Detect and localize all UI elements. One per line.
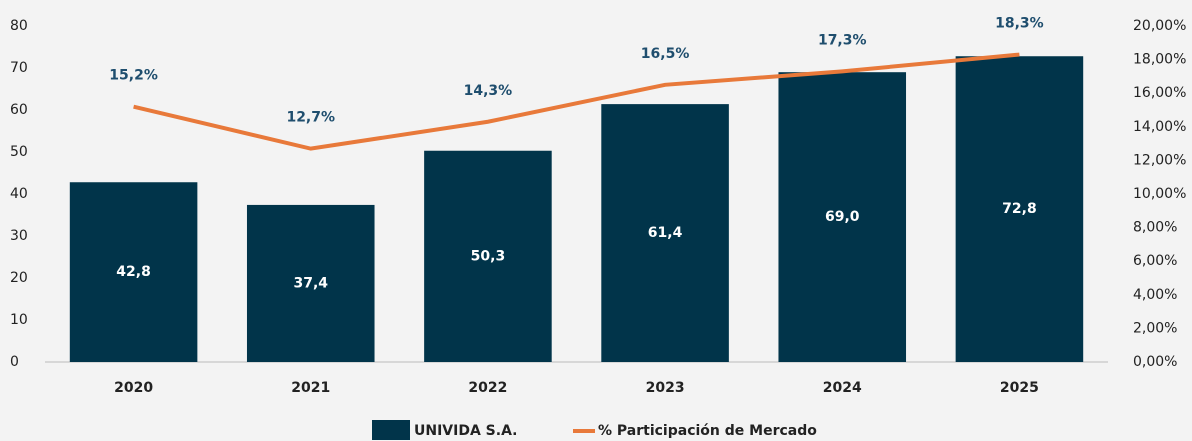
y-tick-label: 20	[10, 270, 28, 286]
bar	[424, 150, 552, 362]
y2-tick-label: 8,00%	[1133, 220, 1177, 236]
x-tick-label: 2024	[823, 380, 862, 396]
y2-tick-label: 10,00%	[1133, 186, 1186, 202]
y2-tick-label: 12,00%	[1133, 152, 1186, 168]
bar	[955, 56, 1084, 363]
y-tick-label: 80	[10, 18, 28, 34]
y-tick-label: 50	[10, 144, 28, 160]
x-tick-label: 2025	[1000, 380, 1039, 396]
line	[133, 52, 1020, 151]
line-value-label: 16,5%	[641, 46, 690, 62]
legend-label: % Participación de Mercado	[598, 423, 817, 439]
y-tick-label: 0	[10, 354, 19, 370]
x-tick-label: 2023	[646, 380, 685, 396]
bar	[778, 72, 907, 362]
bar-value-label: 61,4	[648, 225, 683, 241]
y2-tick-label: 14,00%	[1133, 119, 1186, 135]
y-tick-label: 40	[10, 186, 28, 202]
x-tick-label: 2021	[291, 380, 330, 396]
line-value-label: 14,3%	[464, 83, 513, 99]
legend-swatch	[372, 420, 410, 440]
bar-value-label: 69,0	[825, 209, 860, 225]
bar	[69, 182, 198, 362]
y2-tick-label: 2,00%	[1133, 320, 1177, 336]
x-tick-label: 2020	[114, 380, 153, 396]
y2-tick-label: 4,00%	[1133, 287, 1177, 303]
y-tick-label: 30	[10, 228, 28, 244]
line-value-label: 17,3%	[818, 32, 867, 48]
bar-value-label: 50,3	[471, 248, 506, 264]
legend-label: UNIVIDA S.A.	[414, 423, 517, 439]
line-value-label: 18,3%	[995, 16, 1044, 32]
y-tick-label: 60	[10, 102, 28, 118]
y2-tick-label: 16,00%	[1133, 85, 1186, 101]
y2-tick-label: 20,00%	[1133, 18, 1186, 34]
y2-tick-label: 18,00%	[1133, 52, 1186, 68]
line-value-label: 12,7%	[286, 110, 335, 126]
line-value-label: 15,2%	[109, 68, 158, 84]
y-tick-label: 70	[10, 60, 28, 76]
y2-tick-label: 6,00%	[1133, 253, 1177, 269]
bar-value-label: 42,8	[116, 264, 151, 280]
x-tick-label: 2022	[468, 380, 507, 396]
bar	[246, 204, 375, 362]
y-tick-label: 10	[10, 312, 28, 328]
bar-value-label: 37,4	[293, 275, 328, 291]
bar-value-label: 72,8	[1002, 201, 1037, 217]
y2-tick-label: 0,00%	[1133, 354, 1177, 370]
bar	[601, 104, 729, 363]
